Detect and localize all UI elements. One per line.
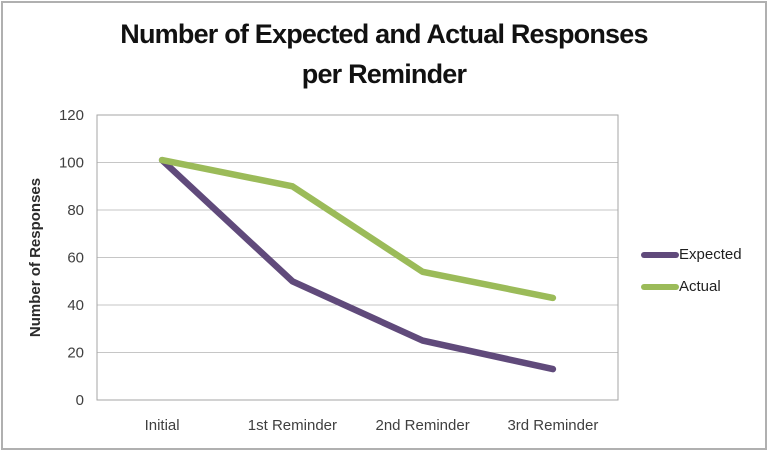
y-tick-label: 0: [76, 392, 84, 409]
x-category-labels: Initial 1st Reminder 2nd Reminder 3rd Remin…: [145, 417, 599, 434]
expected-line-swatch-icon: [641, 251, 679, 258]
y-tick-label: 120: [59, 107, 84, 124]
y-axis-title: Number of Responses: [27, 178, 44, 337]
legend: Expected Actual: [641, 244, 742, 297]
legend-item-expected: Expected: [641, 244, 742, 265]
actual-line-swatch-icon: [641, 283, 679, 290]
series-line-expected: [158, 156, 557, 373]
x-category-label: 3rd Reminder: [507, 417, 598, 434]
legend-label-actual: Actual: [679, 278, 721, 295]
chart-title-line-2: per Reminder: [301, 59, 467, 89]
x-category-label: Initial: [145, 417, 180, 434]
legend-label-expected: Expected: [679, 246, 742, 263]
x-category-label: 1st Reminder: [248, 417, 337, 434]
gridlines: [97, 114, 618, 401]
y-tick-labels: 0 20 40 60 80 100 120: [59, 107, 84, 409]
y-tick-label: 100: [59, 155, 84, 172]
plot-border: [96, 114, 619, 401]
x-category-label: 2nd Reminder: [375, 417, 469, 434]
series-line-actual: [158, 156, 557, 302]
chart-title-line-1: Number of Expected and Actual Responses: [120, 19, 648, 49]
y-tick-label: 40: [67, 297, 84, 314]
series-lines: [158, 156, 557, 373]
y-tick-label: 20: [67, 345, 84, 362]
chart-title: Number of Expected and Actual Responses …: [0, 14, 768, 94]
y-tick-label: 80: [67, 202, 84, 219]
y-tick-label: 60: [67, 250, 84, 267]
legend-item-actual: Actual: [641, 276, 742, 297]
